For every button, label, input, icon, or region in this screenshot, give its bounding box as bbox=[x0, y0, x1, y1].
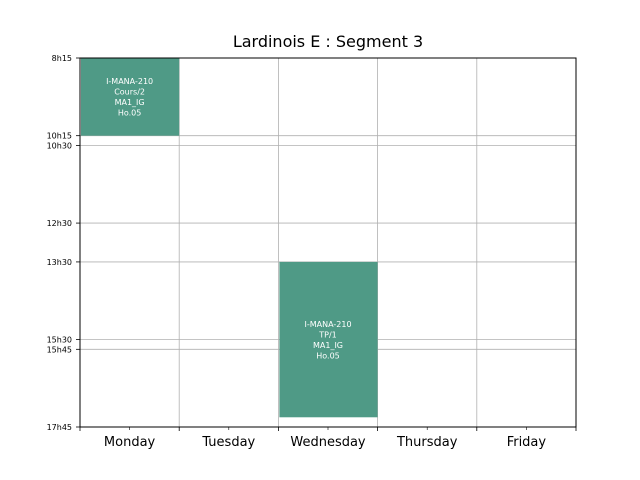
y-tick-label: 15h30 bbox=[47, 336, 72, 345]
x-tick-label: Thursday bbox=[396, 435, 458, 450]
event-label: TP/1 bbox=[318, 330, 337, 339]
x-tick-label: Friday bbox=[507, 435, 547, 450]
event-label: I-MANA-210 bbox=[106, 77, 153, 86]
y-tick-label: 10h15 bbox=[47, 132, 72, 141]
events-layer: I-MANA-210Cours/2MA1_IGHo.05I-MANA-210TP… bbox=[81, 58, 378, 418]
y-tick-label: 8h15 bbox=[52, 54, 72, 63]
y-tick-label: 17h45 bbox=[47, 423, 72, 432]
event-block bbox=[279, 261, 378, 418]
event-label: I-MANA-210 bbox=[304, 320, 351, 329]
y-tick-label: 13h30 bbox=[47, 258, 72, 267]
x-tick-label: Wednesday bbox=[290, 435, 366, 450]
y-tick-label: 15h45 bbox=[47, 345, 72, 354]
event-label: MA1_IG bbox=[115, 98, 145, 107]
y-tick-label: 10h30 bbox=[47, 141, 72, 150]
event-label: Ho.05 bbox=[118, 109, 142, 118]
event-block bbox=[81, 58, 180, 136]
x-tick-label: Tuesday bbox=[201, 435, 255, 450]
x-tick-label: Monday bbox=[104, 435, 156, 450]
event-label: Ho.05 bbox=[316, 351, 340, 360]
chart-title: Lardinois E : Segment 3 bbox=[232, 32, 424, 51]
event-label: MA1_IG bbox=[313, 341, 343, 350]
y-tick-label: 12h30 bbox=[47, 219, 72, 228]
event-label: Cours/2 bbox=[114, 88, 145, 97]
x-axis: Monday Tuesday Wednesday Thursday Friday bbox=[79, 427, 577, 450]
